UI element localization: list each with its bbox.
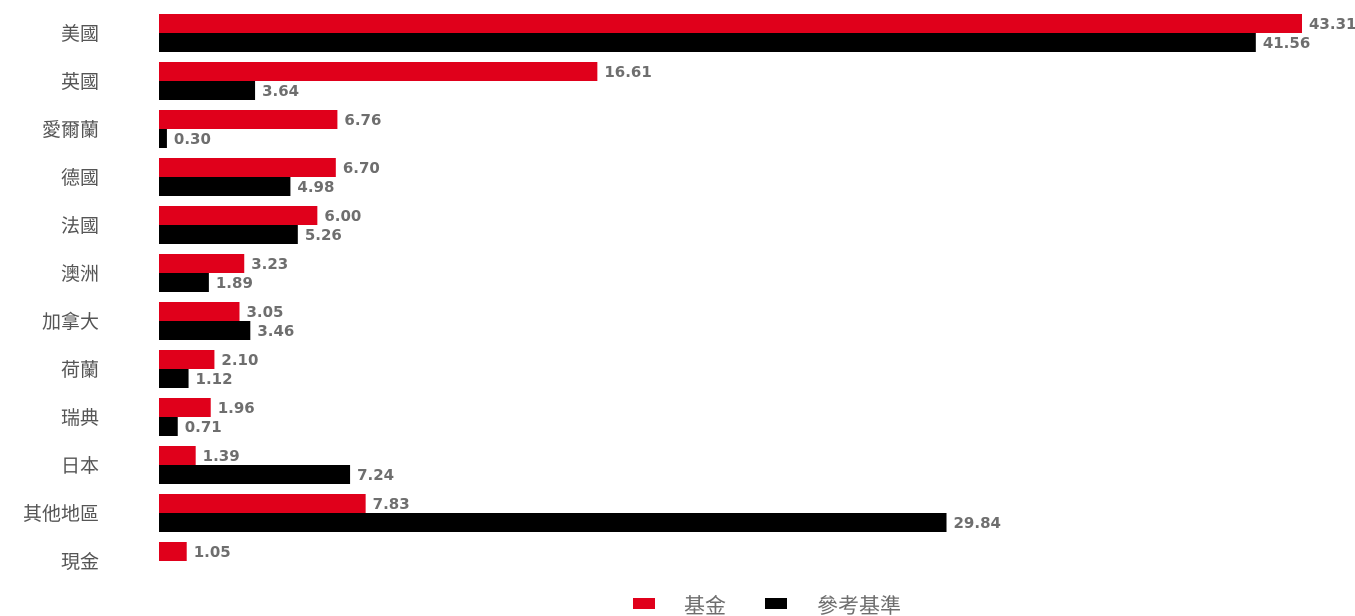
value-label-benchmark: 0.30: [174, 130, 211, 148]
bar-fund: [159, 206, 318, 225]
bar-benchmark: [159, 129, 167, 148]
value-label-benchmark: 3.46: [257, 322, 294, 340]
category-label: 澳洲: [61, 263, 99, 285]
value-label-fund: 6.00: [324, 207, 361, 225]
value-label-fund: 6.76: [344, 111, 381, 129]
bar-fund: [159, 14, 1302, 33]
value-label-fund: 2.10: [221, 351, 258, 369]
category-label: 美國: [61, 23, 99, 45]
value-label-fund: 43.31: [1309, 15, 1355, 33]
bar-fund: [159, 62, 598, 81]
value-label-fund: 1.39: [203, 447, 240, 465]
legend-label-fund: 基金: [684, 594, 726, 616]
bar-benchmark: [159, 225, 298, 244]
bar-benchmark: [159, 465, 351, 484]
category-label: 現金: [61, 551, 99, 573]
category-label: 其他地區: [23, 503, 99, 525]
category-label: 日本: [61, 455, 99, 477]
bar-benchmark: [159, 513, 947, 532]
value-label-fund: 16.61: [604, 63, 651, 81]
category-label: 德國: [61, 167, 99, 189]
bar-fund: [159, 110, 338, 129]
legend-swatch-fund: [633, 598, 655, 609]
bar-fund: [159, 398, 211, 417]
category-label: 瑞典: [61, 407, 99, 429]
value-label-benchmark: 4.98: [297, 178, 334, 196]
value-label-benchmark: 41.56: [1263, 34, 1310, 52]
bar-benchmark: [159, 33, 1256, 52]
legend: 基金 參考基準: [633, 594, 901, 616]
value-label-benchmark: 7.24: [357, 466, 394, 484]
bar-benchmark: [159, 177, 291, 196]
bar-benchmark: [159, 321, 251, 340]
value-label-fund: 1.96: [218, 399, 255, 417]
value-label-benchmark: 1.89: [216, 274, 253, 292]
category-label: 加拿大: [42, 310, 99, 333]
bar-benchmark: [159, 273, 209, 292]
bar-fund: [159, 302, 240, 321]
value-label-fund: 1.05: [194, 543, 231, 561]
category-label: 英國: [61, 71, 99, 93]
legend-swatch-benchmark: [765, 598, 787, 609]
bar-fund: [159, 494, 366, 513]
bar-fund: [159, 254, 245, 273]
value-label-fund: 3.05: [246, 303, 283, 321]
bar-fund: [159, 350, 215, 369]
legend-label-benchmark: 參考基準: [817, 594, 901, 616]
category-label: 愛爾蘭: [42, 119, 99, 141]
bar-fund: [159, 158, 336, 177]
value-label-fund: 3.23: [251, 255, 288, 273]
bars: [159, 14, 1302, 561]
value-label-fund: 6.70: [343, 159, 380, 177]
value-label-benchmark: 1.12: [196, 370, 233, 388]
value-label-fund: 7.83: [373, 495, 410, 513]
value-label-benchmark: 0.71: [185, 418, 222, 436]
value-label-benchmark: 29.84: [954, 514, 1001, 532]
bar-benchmark: [159, 417, 178, 436]
bar-benchmark: [159, 81, 256, 100]
bar-fund: [159, 542, 187, 561]
value-label-benchmark: 3.64: [262, 82, 299, 100]
category-label: 荷蘭: [61, 359, 99, 381]
bar-benchmark: [159, 369, 189, 388]
category-label: 法國: [61, 215, 99, 237]
bar-fund: [159, 446, 196, 465]
value-label-benchmark: 5.26: [305, 226, 342, 244]
